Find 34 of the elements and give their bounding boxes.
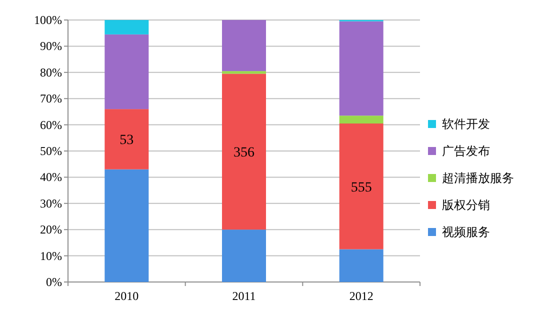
y-tick-label: 10%	[40, 248, 62, 263]
legend-label: 软件开发	[442, 117, 490, 131]
y-tick-label: 90%	[40, 39, 62, 54]
x-tick-label: 2011	[232, 289, 256, 303]
y-tick-label: 70%	[40, 92, 62, 106]
annotation: 555	[350, 180, 372, 196]
annotation: 53	[120, 133, 134, 148]
bar	[222, 74, 266, 230]
y-tick-label: 30%	[40, 196, 62, 210]
y-tick-label: 50%	[40, 144, 62, 158]
bar	[104, 34, 149, 110]
legend-label: 视频服务	[442, 225, 490, 239]
y-tick-label: 0%	[46, 275, 62, 289]
y-tick-label: 100%	[34, 13, 62, 27]
bar	[104, 20, 149, 34]
bar	[222, 71, 266, 74]
bar	[339, 249, 384, 282]
bar	[104, 109, 149, 170]
bar	[222, 20, 266, 72]
bar	[339, 123, 384, 250]
x-tick-label: 2012	[349, 289, 374, 303]
y-tick-label: 60%	[40, 118, 62, 132]
legend-label: 版权分销	[442, 198, 490, 212]
x-tick-label: 2010	[114, 289, 139, 303]
y-tick-label: 20%	[40, 222, 62, 237]
bar	[339, 116, 384, 124]
y-tick-label: 80%	[40, 65, 62, 80]
legend-label: 超清播放服务	[442, 171, 514, 185]
bar	[339, 21, 384, 116]
bar	[104, 169, 149, 282]
legend-label: 广告发布	[442, 144, 490, 158]
annotation: 356	[234, 146, 254, 161]
y-tick-label: 40%	[40, 170, 62, 184]
bar	[222, 230, 266, 282]
